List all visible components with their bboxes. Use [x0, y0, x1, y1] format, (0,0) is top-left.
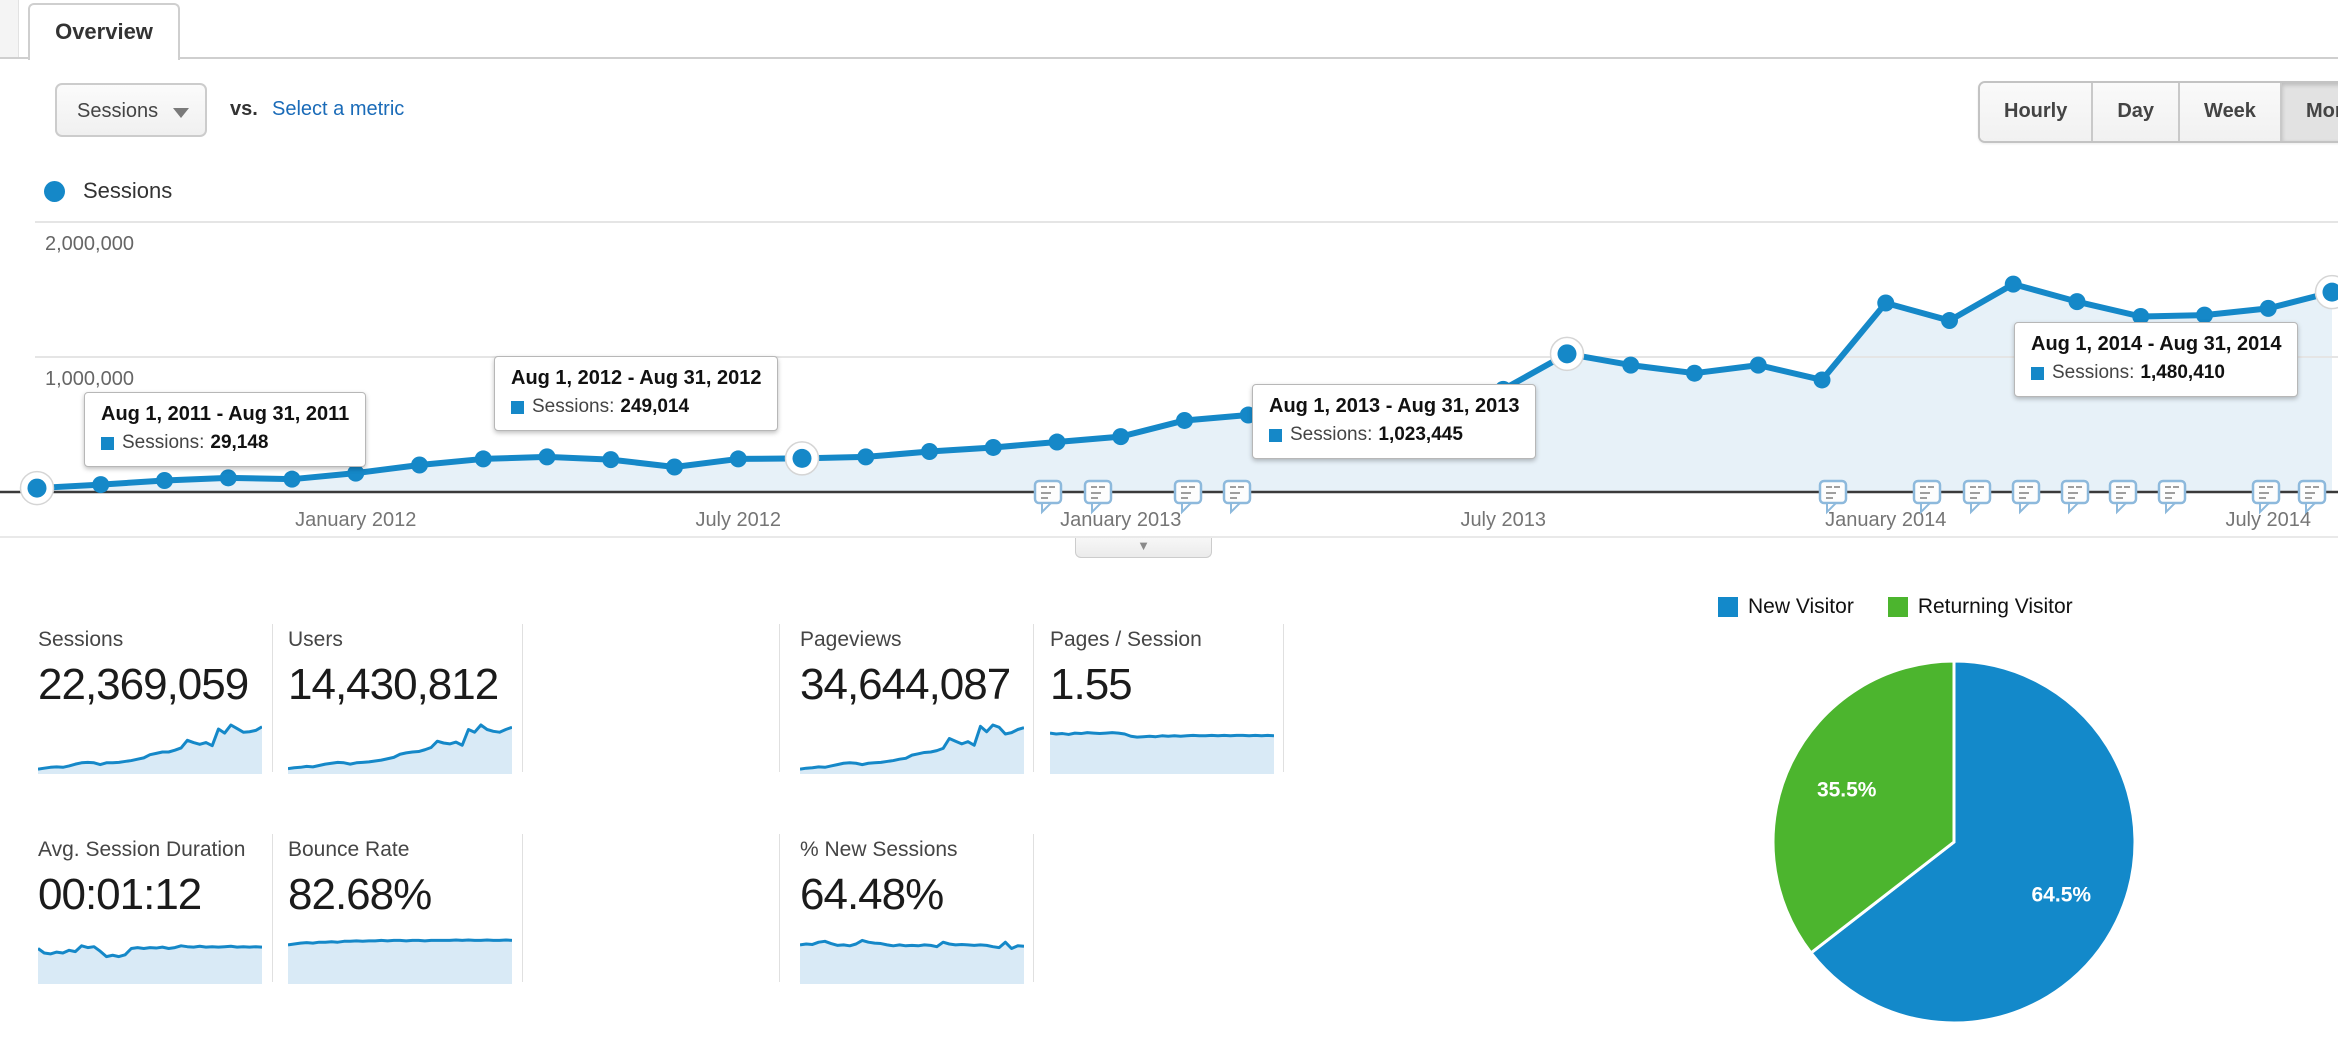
sessions-series-swatch-icon [2031, 366, 2044, 380]
annotations-drawer-toggle[interactable]: ▼ [1075, 538, 1212, 558]
avg-session-duration-sparkline [37, 932, 263, 984]
sessions-series-swatch-icon [101, 436, 114, 450]
sessions-series-swatch-icon [1269, 428, 1282, 442]
metric-selector-value: Sessions [77, 100, 159, 122]
svg-text:July 2012: July 2012 [695, 509, 781, 531]
metric-card-label: Sessions [38, 628, 124, 651]
granularity-button-month[interactable]: Month [2279, 83, 2338, 141]
chart-legend: Sessions [44, 178, 172, 204]
tabbar-divider [0, 57, 2338, 59]
metric-card-sessions[interactable]: Sessions 22,369,059 [37, 628, 264, 774]
chevron-down-icon [173, 108, 189, 118]
new-visitor-swatch-icon [1718, 597, 1738, 617]
pct-new-sessions-sparkline [799, 932, 1025, 984]
tooltip-title: Aug 1, 2012 - Aug 31, 2012 [511, 367, 762, 389]
card-divider [779, 624, 780, 772]
tooltip-aug-2013: Aug 1, 2013 - Aug 31, 2013 Sessions: 1,0… [1252, 384, 1537, 459]
tooltip-metric-value: 1,480,410 [2140, 362, 2225, 383]
bounce-rate-sparkline [287, 932, 513, 984]
triangle-down-icon: ▼ [1137, 538, 1150, 553]
metric-card-label: Users [288, 628, 343, 651]
tooltip-aug-2014: Aug 1, 2014 - Aug 31, 2014 Sessions: 1,4… [2014, 322, 2299, 397]
tooltip-metric-label: Sessions: [1290, 424, 1373, 445]
svg-text:2,000,000: 2,000,000 [45, 233, 134, 255]
svg-text:64.5%: 64.5% [2032, 884, 2092, 907]
card-divider [1033, 624, 1034, 772]
card-divider [1283, 624, 1284, 772]
visitor-type-legend: New Visitor Returning Visitor [1718, 595, 2107, 619]
card-divider [522, 834, 523, 982]
tab-overview-label: Overview [55, 19, 153, 44]
tab-overview[interactable]: Overview [28, 3, 180, 60]
svg-text:1,000,000: 1,000,000 [45, 368, 134, 390]
metric-card-pageviews[interactable]: Pageviews 34,644,087 [799, 628, 1026, 774]
metric-card-value: 82.68% [288, 870, 432, 919]
metric-card-label: Pageviews [800, 628, 902, 651]
metric-card-avg-session-duration[interactable]: Avg. Session Duration 00:01:12 [37, 838, 264, 984]
granularity-button-week[interactable]: Week [2178, 83, 2280, 141]
granularity-button-hourly[interactable]: Hourly [1980, 83, 2092, 141]
legend-item-new-visitor[interactable]: New Visitor [1718, 595, 1854, 619]
pages-per-session-sparkline [1049, 722, 1275, 774]
metric-card-value: 00:01:12 [38, 870, 202, 919]
legend-label: Returning Visitor [1917, 595, 2073, 618]
granularity-button-day[interactable]: Day [2091, 83, 2179, 141]
tooltip-aug-2011: Aug 1, 2011 - Aug 31, 2011 Sessions: 29,… [84, 392, 367, 467]
svg-text:July 2013: July 2013 [1460, 509, 1546, 531]
sessions-legend-label: Sessions [83, 178, 173, 203]
sessions-sparkline [37, 722, 263, 774]
metric-card-users[interactable]: Users 14,430,812 [287, 628, 514, 774]
card-divider [779, 834, 780, 982]
svg-text:January 2013: January 2013 [1060, 509, 1181, 531]
tooltip-metric-label: Sessions: [2052, 362, 2135, 383]
tooltip-aug-2012: Aug 1, 2012 - Aug 31, 2012 Sessions: 249… [494, 356, 779, 431]
metric-card-value: 34,644,087 [800, 660, 1011, 709]
svg-text:January 2014: January 2014 [1825, 509, 1946, 531]
select-metric-link[interactable]: Select a metric [272, 98, 405, 120]
svg-text:January 2012: January 2012 [295, 509, 416, 531]
metric-card-label: % New Sessions [800, 838, 958, 861]
metric-card-pct-new-sessions[interactable]: % New Sessions 64.48% [799, 838, 1026, 984]
metric-card-value: 1.55 [1050, 660, 1133, 709]
card-divider [1033, 834, 1034, 982]
visitor-type-pie-chart[interactable]: 64.5% 35.5% [1770, 658, 2138, 1026]
sessions-timeline-chart[interactable]: 2,000,000 1,000,000 January 2012 July 2012 J… [0, 150, 2338, 560]
metric-card-pages-per-session[interactable]: Pages / Session 1.55 [1049, 628, 1276, 774]
metric-card-label: Pages / Session [1050, 628, 1202, 651]
tooltip-title: Aug 1, 2013 - Aug 31, 2013 [1269, 395, 1520, 417]
tabbar-left-spacer [0, 0, 19, 57]
sessions-series-swatch-icon [511, 400, 524, 414]
card-divider [272, 624, 273, 772]
returning-visitor-swatch-icon [1887, 597, 1908, 617]
svg-text:July 2014: July 2014 [2225, 509, 2311, 531]
sessions-legend-dot-icon [44, 180, 65, 202]
legend-item-returning-visitor[interactable]: Returning Visitor [1887, 595, 2073, 619]
tooltip-title: Aug 1, 2014 - Aug 31, 2014 [2031, 333, 2282, 355]
svg-text:35.5%: 35.5% [1817, 778, 1877, 801]
card-divider [522, 624, 523, 772]
metric-selector-dropdown[interactable]: Sessions [55, 83, 207, 137]
metric-card-bounce-rate[interactable]: Bounce Rate 82.68% [287, 838, 514, 984]
tooltip-metric-label: Sessions: [122, 432, 205, 453]
metric-card-label: Bounce Rate [288, 838, 410, 861]
tooltip-metric-value: 1,023,445 [1378, 424, 1463, 445]
users-sparkline [287, 722, 513, 774]
metric-card-label: Avg. Session Duration [38, 838, 246, 861]
tooltip-title: Aug 1, 2011 - Aug 31, 2011 [101, 403, 350, 425]
legend-label: New Visitor [1748, 595, 1854, 618]
tooltip-metric-value: 249,014 [620, 396, 690, 417]
pageviews-sparkline [799, 722, 1025, 774]
metric-card-value: 14,430,812 [288, 660, 499, 709]
granularity-button-group: Hourly Day Week Month [1978, 81, 2338, 143]
tooltip-metric-value: 29,148 [210, 432, 269, 453]
metric-card-value: 22,369,059 [38, 660, 249, 709]
chart-section-divider [0, 536, 2338, 538]
metric-card-value: 64.48% [800, 870, 944, 919]
vs-label: vs. [230, 98, 258, 120]
card-divider [272, 834, 273, 982]
tooltip-metric-label: Sessions: [532, 396, 615, 417]
